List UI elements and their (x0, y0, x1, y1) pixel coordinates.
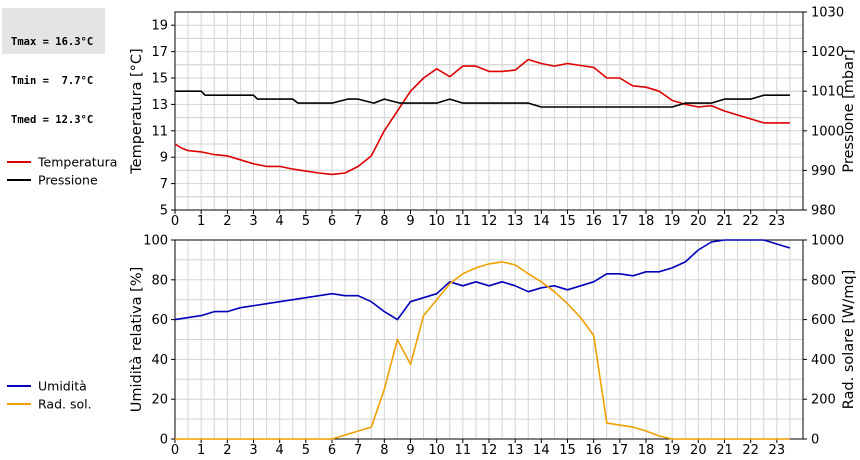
x-tick-label: 5 (302, 443, 310, 458)
y-tick-label: 17 (151, 45, 168, 60)
y-tick-label: 0 (160, 433, 168, 448)
y-tick-label: 11 (151, 124, 168, 139)
x-tick-label: 12 (481, 443, 498, 458)
y2-axis-title: Rad. solare [W/mq] (841, 270, 857, 409)
y2-tick-label: 1000 (811, 124, 844, 139)
x-tick-label: 0 (171, 443, 179, 458)
y-tick-label: 5 (160, 204, 168, 219)
x-tick-label: 9 (406, 443, 414, 458)
y2-tick-label: 1020 (811, 45, 844, 60)
y2-tick-label: 200 (811, 393, 836, 408)
x-tick-label: 4 (276, 214, 284, 229)
x-tick-label: 17 (612, 214, 629, 229)
y-axis-title: Temperatura [°C] (129, 48, 145, 174)
x-tick-label: 13 (507, 443, 524, 458)
x-tick-label: 5 (302, 214, 310, 229)
y2-tick-label: 600 (811, 313, 836, 328)
y-tick-label: 13 (151, 98, 168, 113)
series-line-temperatura (174, 58, 790, 176)
x-tick-label: 22 (742, 214, 759, 229)
x-tick-label: 13 (507, 214, 524, 229)
y-tick-label: 15 (151, 72, 168, 87)
y2-axis-title: Pressione [mbar] (841, 49, 857, 172)
x-tick-label: 10 (428, 214, 445, 229)
x-tick-label: 0 (171, 214, 179, 229)
y-tick-label: 9 (160, 151, 168, 166)
stats-box: Tmax = 16.3°C Tmin = 7.7°C Tmed = 12.3°C (2, 8, 105, 126)
y2-tick-label: 990 (811, 164, 836, 179)
humidity-radiation-panel: 0 1 2 3 4 5 6 7 8 9 10 11 12 13 14 15 16 17 18 19 20 21 22 2302… (7, 234, 857, 458)
x-tick-label: 21 (716, 214, 733, 229)
x-tick-label: 6 (328, 443, 336, 458)
x-tick-label: 18 (638, 214, 655, 229)
x-tick-label: 23 (769, 443, 786, 458)
y-tick-label: 100 (143, 234, 168, 249)
x-tick-label: 20 (690, 443, 707, 458)
x-tick-label: 15 (559, 214, 576, 229)
x-tick-label: 22 (742, 443, 759, 458)
y-tick-label: 7 (160, 177, 168, 192)
temperature-pressure-panel: 0 1 2 3 4 5 6 7 8 9 10 11 12 13 14 15 16 17 18 19 20 21 22 2357… (7, 6, 857, 229)
x-tick-label: 7 (354, 443, 362, 458)
y-tick-label: 40 (151, 353, 168, 368)
legend-label: Temperatura (37, 155, 117, 170)
x-tick-label: 9 (406, 214, 414, 229)
x-tick-label: 14 (533, 214, 550, 229)
x-tick-label: 8 (380, 443, 388, 458)
x-tick-label: 12 (481, 214, 498, 229)
y2-tick-label: 0 (811, 433, 819, 448)
x-tick-label: 14 (533, 443, 550, 458)
legend-label: Pressione (38, 173, 98, 188)
x-tick-label: 16 (585, 443, 602, 458)
x-tick-label: 2 (223, 214, 231, 229)
y2-tick-label: 400 (811, 353, 836, 368)
x-tick-label: 6 (328, 214, 336, 229)
x-tick-label: 4 (276, 443, 284, 458)
y-tick-label: 20 (151, 393, 168, 408)
y2-tick-label: 980 (811, 204, 836, 219)
tmed-text: Tmed = 12.3°C (11, 114, 94, 126)
x-tick-label: 3 (249, 443, 257, 458)
x-tick-label: 8 (380, 214, 388, 229)
y-axis-title: Umidità relativa [%] (129, 267, 145, 413)
y-tick-label: 60 (151, 313, 168, 328)
series-line-pressione (175, 90, 790, 108)
x-tick-label: 1 (197, 214, 205, 229)
x-tick-label: 21 (716, 443, 733, 458)
y2-tick-label: 1000 (811, 234, 844, 249)
x-tick-label: 20 (690, 214, 707, 229)
x-tick-label: 10 (428, 443, 445, 458)
x-tick-label: 2 (223, 443, 231, 458)
y-tick-label: 19 (151, 19, 168, 34)
legend-label: Umidità (38, 379, 87, 394)
x-tick-label: 18 (638, 443, 655, 458)
y-tick-label: 80 (151, 273, 168, 288)
x-tick-label: 3 (249, 214, 257, 229)
x-tick-label: 1 (197, 443, 205, 458)
x-tick-label: 11 (455, 214, 472, 229)
y2-tick-label: 1030 (811, 6, 844, 21)
tmin-text: Tmin = 7.7°C (11, 75, 94, 87)
x-tick-label: 11 (455, 443, 472, 458)
x-tick-label: 19 (664, 214, 681, 229)
series-line-rad-sol (175, 261, 790, 440)
x-tick-label: 17 (612, 443, 629, 458)
tmax-text: Tmax = 16.3°C (11, 36, 94, 48)
x-tick-label: 19 (664, 443, 681, 458)
x-tick-label: 7 (354, 214, 362, 229)
x-tick-label: 16 (585, 214, 602, 229)
series-line-umidit (174, 239, 791, 321)
y2-tick-label: 800 (811, 273, 836, 288)
legend-label: Rad. sol. (38, 397, 92, 412)
x-tick-label: 23 (769, 214, 786, 229)
y2-tick-label: 1010 (811, 85, 844, 100)
x-tick-label: 15 (559, 443, 576, 458)
